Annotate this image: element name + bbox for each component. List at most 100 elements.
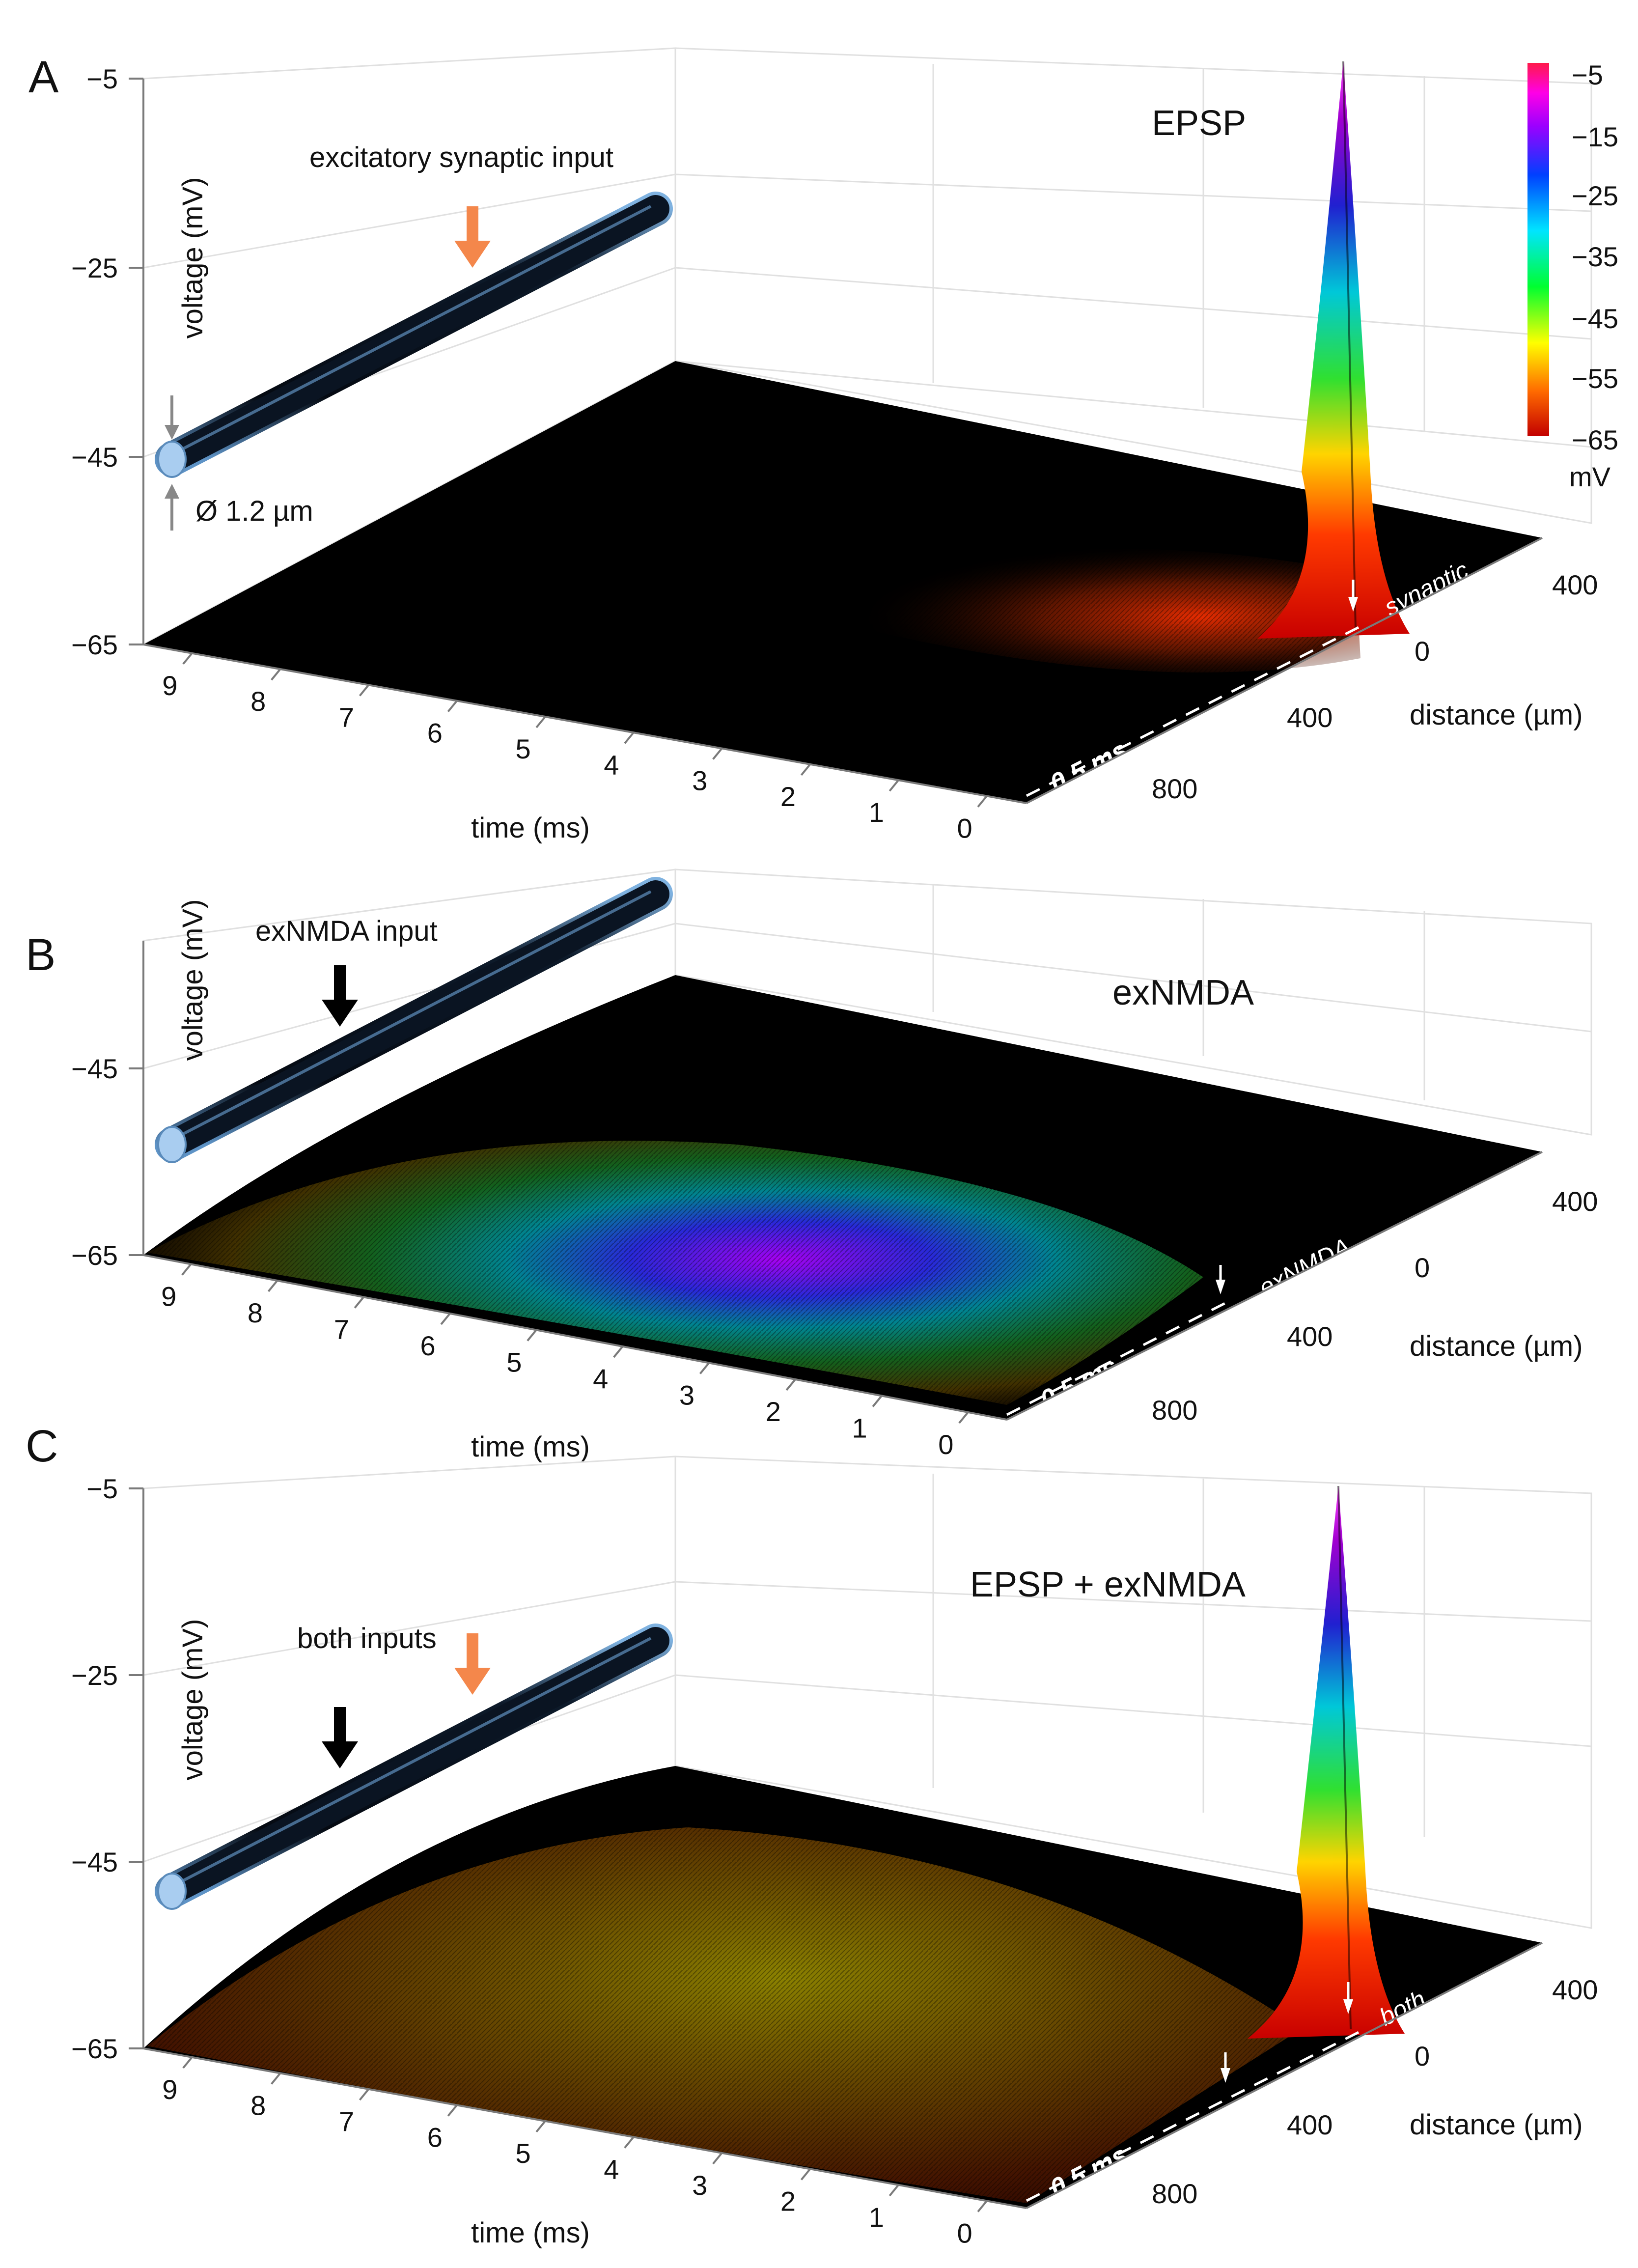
time-tick-mark [267, 1280, 278, 1292]
surface-hatch [143, 975, 1542, 1420]
colorbar-tick: −55 [1572, 363, 1618, 394]
colorbar-tick: −15 [1572, 121, 1618, 152]
distance-ticks: 400 0 400 800 [1152, 1186, 1598, 1426]
distance-axis-label: distance (µm) [1410, 2109, 1583, 2141]
time-tick: 6 [420, 1330, 436, 1361]
distance-tick: 800 [1152, 1395, 1197, 1426]
site-marker [1343, 1999, 1353, 2014]
time-ticks: 9 8 7 6 5 4 3 2 1 0 [162, 652, 988, 843]
colorbar-gradient [1527, 63, 1549, 436]
z-axis-label: voltage (mV) [177, 177, 209, 339]
dendrite-cable [155, 1624, 673, 1910]
panel-title: exNMDA [1112, 973, 1254, 1012]
time-tick-mark [271, 668, 281, 681]
time-tick: 0 [938, 1429, 953, 1460]
time-tick: 3 [692, 765, 707, 796]
back-grid [142, 1456, 1592, 2050]
distance-tick: 0 [1415, 636, 1430, 667]
dendrite-cable [155, 192, 673, 478]
time-tick: 1 [852, 1412, 867, 1443]
z-tick: −45 [71, 442, 118, 473]
time-tick-mark [712, 2152, 723, 2165]
time-tick-mark [527, 1329, 537, 1342]
distance-axis-label: distance (µm) [1410, 699, 1583, 731]
time-tick: 0 [957, 812, 972, 843]
time-tick-mark [354, 1296, 364, 1309]
distance-ticks: 400 0 400 800 [1152, 569, 1598, 804]
time-tick-mark [800, 2168, 811, 2181]
excitatory-arrow [454, 206, 491, 268]
time-tick-mark [888, 2184, 899, 2197]
distance-axis-label: distance (µm) [1410, 1330, 1583, 1362]
synapse-line [1026, 622, 1366, 797]
distance-tick: 0 [1415, 1252, 1430, 1283]
site-marker [1221, 2068, 1230, 2083]
time-axis-label: time (ms) [471, 812, 590, 844]
time-tick: 5 [506, 1346, 522, 1377]
time-tick-mark [712, 748, 723, 760]
z-tick: −5 [86, 1473, 118, 1504]
distance-tick: 400 [1287, 1321, 1333, 1352]
time-tick-mark [447, 700, 458, 712]
time-axis-label: time (ms) [471, 2217, 590, 2249]
distance-tick: 400 [1287, 2109, 1333, 2140]
colorbar-tick: −5 [1572, 59, 1603, 90]
panel-a: −5 −25 −45 −65 voltage (mV) A synaptic 0… [28, 47, 1598, 844]
inset-annotation: exNMDA input [255, 915, 438, 947]
voltage-spike [1248, 1486, 1405, 2039]
time-tick-mark [977, 795, 988, 808]
time-tick: 6 [427, 718, 443, 749]
time-tick: 4 [604, 2154, 619, 2184]
distance-tick: 0 [1415, 2041, 1430, 2072]
time-tick: 4 [604, 749, 619, 780]
panel-title: EPSP [1152, 104, 1246, 143]
time-tick: 6 [427, 2122, 443, 2153]
time-tick: 2 [766, 1396, 781, 1427]
colorbar-tick: −35 [1572, 241, 1618, 272]
distance-tick: 400 [1552, 1186, 1598, 1217]
time-tick: 1 [869, 797, 884, 828]
time-tick-mark [888, 779, 899, 792]
time-tick-mark [785, 1378, 796, 1391]
distance-tick: 400 [1552, 1974, 1598, 2005]
time-tick-mark [182, 652, 193, 665]
synapse-line [1026, 2027, 1366, 2202]
time-tick-mark [535, 716, 546, 728]
time-tick-mark [872, 1395, 883, 1407]
time-ticks: 9 8 7 6 5 4 3 2 1 0 [161, 1263, 969, 1460]
site-marker [1348, 597, 1358, 612]
time-tick: 8 [250, 686, 266, 717]
z-tick: −65 [71, 2033, 118, 2064]
time-tick-mark [182, 2056, 193, 2069]
site-marker [1216, 1280, 1225, 1294]
distance-ticks: 400 0 400 800 [1152, 1974, 1598, 2209]
colorbar-tick: −45 [1572, 303, 1618, 334]
time-tick: 8 [248, 1297, 263, 1328]
z-axis-ticks: −5 −25 −45 −65 [71, 63, 143, 660]
time-tick-mark [359, 684, 370, 697]
time-tick-mark [977, 2200, 988, 2212]
panel-letter: A [28, 52, 59, 102]
spike-ridge [1342, 61, 1357, 629]
time-axis-label: time (ms) [471, 1431, 590, 1463]
time-tick-mark [699, 1362, 710, 1374]
time-tick: 9 [162, 2074, 177, 2105]
time-tick-mark [624, 731, 635, 744]
exnmda-arrow [322, 1707, 358, 1768]
time-tick: 3 [679, 1379, 694, 1410]
time-tick: 4 [593, 1363, 608, 1394]
panel-c: −5 −25 −45 −65 voltage (mV) C both 0.5 m… [26, 1421, 1598, 2249]
distance-tick: 400 [1287, 702, 1333, 733]
dendrite-cable [155, 877, 673, 1163]
time-tick: 8 [250, 2090, 266, 2121]
time-tick-mark [181, 1263, 192, 1276]
z-axis-label: voltage (mV) [177, 899, 209, 1061]
time-tick-mark [359, 2088, 370, 2101]
z-axis-ticks: −5 −25 −45 −65 [71, 1473, 143, 2064]
voltage-spike [1257, 61, 1410, 639]
time-tick-mark [958, 1411, 969, 1424]
distance-tick: 800 [1152, 2178, 1197, 2209]
synapse-line [1006, 1300, 1229, 1416]
time-tick: 9 [162, 670, 177, 701]
